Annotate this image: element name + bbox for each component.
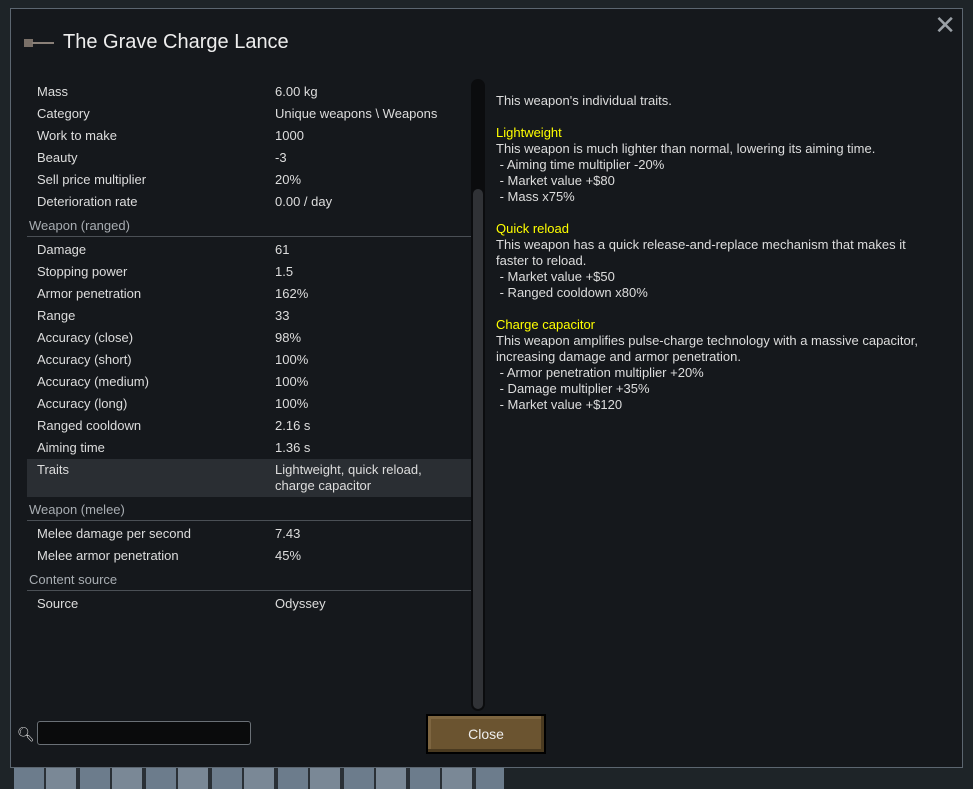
stat-row: Source Odyssey [27,593,471,615]
stat-row: Stopping power 1.5 [27,261,471,283]
stat-label: Category [37,106,90,121]
stat-value: 100% [275,374,309,389]
stat-label: Armor penetration [37,286,142,301]
stat-label: Damage [37,242,87,257]
stat-row: Aiming time 1.36 s [27,437,471,459]
stat-label: Accuracy (close) [37,330,134,345]
stat-value: Odyssey [275,596,326,611]
trait-name: Lightweight [496,125,562,140]
stat-label: Stopping power [37,264,128,279]
trait-text: This weapon has a quick release-and-repl… [496,237,906,268]
stat-label: Beauty [37,150,78,165]
close-button[interactable]: Close [426,714,546,754]
trait-effect: - Market value +$80 [496,173,615,188]
stat-value: 0.00 / day [275,194,333,209]
stat-label: Accuracy (short) [37,352,132,367]
trait-block: Quick reload This weapon has a quick rele… [496,221,936,301]
stat-row: Accuracy (short) 100% [27,349,471,371]
stat-value: Lightweight, quick reload, charge capaci… [275,462,422,493]
stat-row: Traits Lightweight, quick reload, charge … [27,459,471,497]
search-input[interactable] [37,721,251,745]
trait-block: Lightweight This weapon is much lighter t… [496,125,936,205]
stat-row: Work to make 1000 [27,125,471,147]
description-intro: This weapon's individual traits. [496,93,672,108]
search-icon: 🔍︎ [17,726,35,742]
stat-value: 7.43 [275,526,301,541]
stat-label: Accuracy (long) [37,396,128,411]
trait-block: Charge capacitor This weapon amplifies pu… [496,317,936,413]
stat-value: 45% [275,548,302,563]
stat-value: 33 [275,308,290,323]
stat-row: Melee armor penetration 45% [27,545,471,567]
trait-effect: - Market value +$50 [496,269,615,284]
stat-value: 20% [275,172,302,187]
trait-text: This weapon amplifies pulse-charge techn… [496,333,918,364]
section-header-ranged: Weapon (ranged) [27,213,471,237]
stats-list: Mass 6.00 kg Category Unique weapons \ Weap… [27,81,471,615]
stat-row: Category Unique weapons \ Weapons [27,103,471,125]
trait-effect: - Mass x75% [496,189,575,204]
stat-label: Accuracy (medium) [37,374,149,389]
scrollbar-thumb[interactable] [473,189,483,709]
dialog-title: The Grave Charge Lance [63,31,289,53]
stat-value: -3 [275,150,287,165]
stat-label: Work to make [37,128,117,143]
stat-value: 1.36 s [275,440,311,455]
stat-value: 1.5 [275,264,294,279]
stat-row: Accuracy (long) 100% [27,393,471,415]
stat-value: 6.00 kg [275,84,318,99]
stat-row: Accuracy (close) 98% [27,327,471,349]
stat-row: Deterioration rate 0.00 / day [27,191,471,213]
stat-label: Range [37,308,76,323]
stat-row: Damage 61 [27,239,471,261]
stat-value: 100% [275,352,309,367]
stat-label: Sell price multiplier [37,172,147,187]
trait-effect: - Market value +$120 [496,397,623,412]
trait-effect: - Armor penetration multiplier +20% [496,365,704,380]
stat-value: Unique weapons \ Weapons [275,106,438,121]
stat-label: Ranged cooldown [37,418,142,433]
stat-value: 1000 [275,128,304,143]
stat-row: Melee damage per second 7.43 [27,523,471,545]
weapon-icon [24,39,54,47]
trait-name: Charge capacitor [496,317,595,332]
stat-value: 61 [275,242,290,257]
stat-row: Range 33 [27,305,471,327]
section-header-melee: Weapon (melee) [27,497,471,521]
stat-row: Ranged cooldown 2.16 s [27,415,471,437]
stat-label: Mass [37,84,69,99]
stat-value: 100% [275,396,309,411]
stat-label: Aiming time [37,440,105,455]
section-header-source: Content source [27,567,471,591]
stat-value: 162% [275,286,309,301]
trait-effect: - Damage multiplier +35% [496,381,650,396]
trait-text: This weapon is much lighter than normal,… [496,141,876,156]
trait-name: Quick reload [496,221,569,236]
trait-effect: - Aiming time multiplier -20% [496,157,665,172]
stat-row: Sell price multiplier 20% [27,169,471,191]
scrollbar[interactable] [471,79,485,711]
stat-row: Accuracy (medium) 100% [27,371,471,393]
stat-row: Beauty -3 [27,147,471,169]
stat-value: 2.16 s [275,418,311,433]
stat-label: Deterioration rate [37,194,138,209]
stat-label: Melee damage per second [37,526,191,541]
stat-row: Mass 6.00 kg [27,81,471,103]
close-icon[interactable]: ✕ [934,10,956,40]
stat-value: 98% [275,330,302,345]
background-map [14,768,504,789]
stat-label: Melee armor penetration [37,548,179,563]
stat-label: Traits [37,462,70,477]
trait-effect: - Ranged cooldown x80% [496,285,648,300]
info-dialog: ✕ The Grave Charge Lance Mass 6.00 kg Cate… [10,8,963,768]
stat-row: Armor penetration 162% [27,283,471,305]
description-panel: This weapon's individual traits. Lightwe… [496,93,936,429]
stat-label: Source [37,596,79,611]
